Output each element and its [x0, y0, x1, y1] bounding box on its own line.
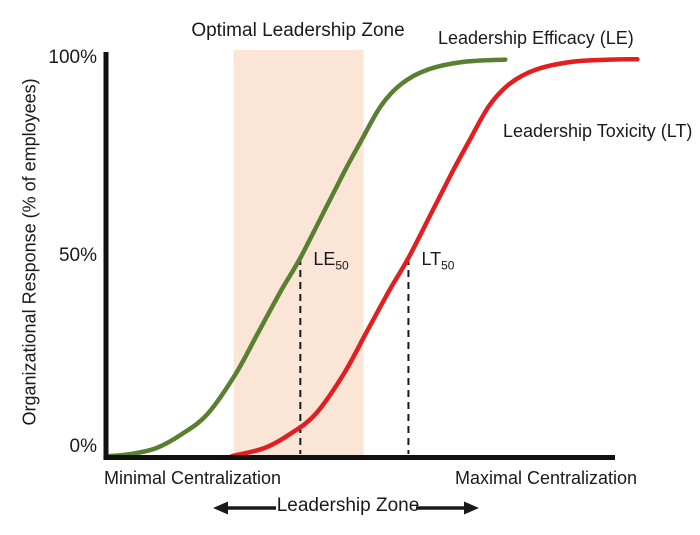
optimal-zone-title: Optimal Leadership Zone	[191, 20, 405, 41]
leadership-zone-note: Leadership Zone	[276, 495, 420, 516]
lt50-marker-label: LT50	[421, 249, 454, 273]
leadership-zone-right-arrow-head	[464, 501, 479, 515]
leadership-zone-left-arrow-head	[213, 501, 228, 515]
x-label-maximal-centralization: Maximal Centralization	[455, 468, 638, 488]
optimal-zone-band	[233, 50, 364, 456]
x-label-minimal-centralization: Minimal Centralization	[104, 468, 282, 488]
legend-leadership-efficacy: Leadership Efficacy (LE)	[438, 28, 634, 48]
le50-text: LE	[313, 249, 336, 269]
y-tick-50: 50%	[58, 245, 97, 266]
leadership-toxicity-curve	[229, 56, 640, 459]
lt50-text: LT	[421, 249, 442, 269]
y-tick-0: 0%	[69, 436, 97, 457]
legend-leadership-toxicity: Leadership Toxicity (LT)	[503, 121, 693, 141]
y-tick-100: 100%	[48, 47, 97, 68]
lt50-subscript: 50	[441, 258, 455, 273]
le50-marker-label: LE50	[313, 249, 348, 273]
leadership-efficacy-curve	[103, 57, 508, 459]
le50-subscript: 50	[335, 258, 349, 273]
